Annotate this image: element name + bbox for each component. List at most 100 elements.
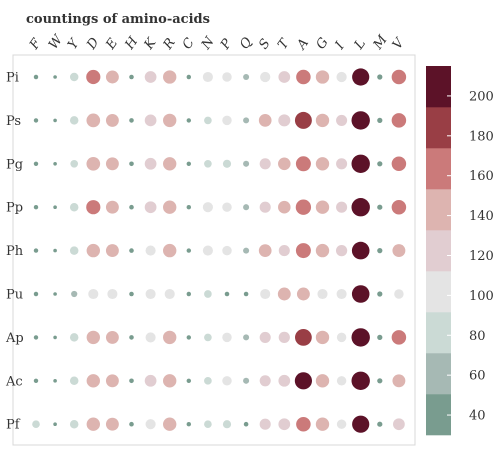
column-label-w: W: [46, 31, 67, 52]
column-label-f: F: [26, 35, 45, 53]
marker-pi-c: [186, 74, 192, 80]
column-label-k: K: [141, 35, 160, 53]
marker-ps-k: [144, 114, 157, 127]
marker-ap-f: [33, 335, 39, 340]
marker-ps-f: [33, 118, 39, 123]
marker-pu-i: [336, 288, 347, 300]
colorbar-tick-label-100: 100: [469, 289, 494, 304]
marker-pp-q: [243, 204, 250, 211]
marker-ac-d: [86, 374, 100, 388]
marker-ps-w: [53, 118, 57, 123]
marker-pg-v: [391, 156, 407, 172]
column-label-g: G: [313, 35, 331, 52]
marker-pu-k: [145, 288, 156, 300]
marker-pg-e: [105, 157, 119, 171]
marker-ps-l: [351, 111, 370, 130]
marker-pu-s: [260, 288, 271, 300]
marker-pp-a: [295, 199, 312, 215]
marker-pf-h: [129, 421, 134, 427]
marker-ph-m: [377, 247, 383, 254]
marker-pi-w: [53, 75, 57, 79]
marker-ac-p: [222, 376, 232, 386]
marker-pi-a: [296, 69, 311, 85]
marker-pg-t: [278, 157, 291, 171]
marker-ac-y: [69, 376, 79, 386]
marker-pp-r: [163, 200, 177, 214]
marker-ap-i: [336, 332, 347, 343]
marker-ap-t: [278, 331, 290, 344]
marker-pu-c: [186, 291, 192, 297]
marker-ps-t: [278, 114, 291, 127]
marker-ph-s: [258, 244, 272, 257]
marker-pf-n: [204, 420, 212, 429]
marker-pf-g: [315, 417, 330, 431]
marker-ph-v: [392, 244, 406, 258]
colorbar-segment-7: [426, 107, 451, 149]
marker-pu-a: [296, 287, 310, 301]
marker-pf-e: [105, 417, 119, 431]
marker-pf-f: [32, 420, 40, 429]
chart-title: countings of amino-acids: [26, 12, 210, 27]
marker-pp-c: [186, 204, 192, 210]
marker-ph-t: [278, 245, 290, 257]
marker-ac-q: [243, 377, 250, 384]
marker-pi-p: [222, 72, 232, 82]
marker-ph-f: [33, 248, 39, 253]
colorbar: 40 60 80 100 120 140 160 180 200: [426, 66, 494, 436]
marker-ac-e: [105, 374, 119, 388]
marker-ac-k: [144, 374, 157, 387]
row-label-ps: Ps: [6, 114, 21, 129]
marker-ap-n: [204, 333, 212, 342]
marker-pp-k: [144, 201, 157, 214]
marker-ac-a: [294, 372, 312, 390]
marker-ac-w: [53, 379, 57, 383]
colorbar-segment-1: [426, 353, 451, 395]
colorbar-tick-label-160: 160: [469, 169, 494, 184]
marker-pf-v: [393, 418, 405, 431]
marker-pf-r: [163, 417, 177, 431]
marker-ps-s: [258, 114, 272, 127]
marker-pg-d: [86, 156, 101, 171]
marker-ap-c: [186, 335, 192, 340]
column-label-t: T: [275, 35, 293, 52]
colorbar-segment-3: [426, 271, 451, 313]
marker-ph-i: [335, 244, 348, 257]
colorbar-segment-0: [426, 394, 451, 436]
column-label-q: Q: [237, 35, 256, 53]
marker-pp-y: [69, 202, 79, 212]
colorbar-segment-2: [426, 312, 451, 354]
row-label-ph: Ph: [6, 244, 24, 259]
column-label-h: H: [122, 34, 142, 53]
marker-pu-e: [107, 288, 118, 300]
marker-pg-k: [144, 157, 157, 170]
marker-ap-q: [243, 334, 250, 341]
marker-pf-l: [352, 415, 370, 433]
colorbar-tick-label-80: 80: [469, 329, 486, 344]
marker-pp-i: [336, 201, 348, 213]
marker-ac-t: [278, 374, 291, 387]
marker-ac-s: [259, 375, 271, 387]
marker-pi-l: [352, 68, 370, 86]
row-labels: Pi Ps Pg Pp Ph Pu Ap Ac Pf: [5, 71, 24, 433]
marker-ac-c: [186, 378, 192, 384]
marker-pg-l: [351, 154, 370, 173]
marker-pp-h: [129, 204, 134, 210]
colorbar-tick-label-200: 200: [469, 89, 494, 104]
marker-ph-e: [105, 244, 119, 258]
marker-pp-g: [315, 200, 330, 214]
column-label-y: Y: [65, 35, 83, 52]
marker-pu-l: [351, 285, 370, 303]
marker-ps-d: [86, 113, 101, 128]
marker-ac-m: [377, 378, 383, 384]
marker-ph-a: [295, 243, 311, 259]
marker-pg-h: [129, 161, 134, 167]
column-label-d: D: [84, 35, 103, 53]
marker-pu-h: [129, 291, 134, 297]
marker-ac-f: [33, 378, 39, 384]
marker-pg-y: [70, 159, 79, 168]
marker-pi-y: [69, 72, 79, 82]
column-label-a: A: [294, 36, 312, 53]
marker-pi-v: [391, 69, 407, 85]
marker-ph-r: [163, 243, 177, 258]
